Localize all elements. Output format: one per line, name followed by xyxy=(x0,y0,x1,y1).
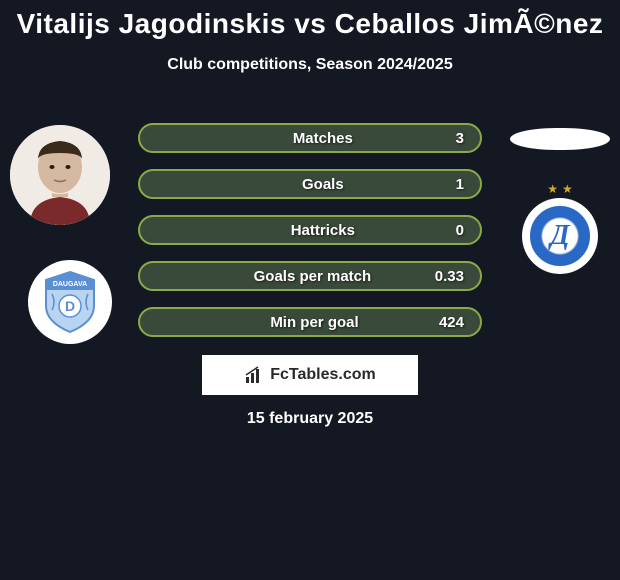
star-icon: ★ xyxy=(562,182,573,196)
stats-container: Matches 3 Goals 1 Hattricks 0 Goals per … xyxy=(138,123,482,353)
stat-label: Goals xyxy=(140,176,456,193)
star-icon: ★ xyxy=(547,182,558,196)
club-stars: ★ ★ xyxy=(547,182,573,196)
date-text: 15 february 2025 xyxy=(0,410,620,428)
left-club-badge: DAUGAVA D xyxy=(28,260,112,344)
right-player-placeholder xyxy=(510,128,610,150)
stat-row-goals-per-match: Goals per match 0.33 xyxy=(138,261,482,291)
chart-icon xyxy=(244,365,264,385)
stat-label: Hattricks xyxy=(140,222,456,239)
daugava-shield-icon: DAUGAVA D xyxy=(42,270,98,334)
stat-value: 0 xyxy=(456,222,464,239)
stat-label: Matches xyxy=(140,130,456,147)
stat-row-matches: Matches 3 xyxy=(138,123,482,153)
stat-value: 3 xyxy=(456,130,464,147)
stat-label: Min per goal xyxy=(140,314,439,331)
page-title: Vitalijs Jagodinskis vs Ceballos JimÃ©ne… xyxy=(0,0,620,40)
watermark-text: FcTables.com xyxy=(270,366,376,384)
player-head-icon xyxy=(10,125,110,225)
stat-value: 1 xyxy=(456,176,464,193)
svg-text:DAUGAVA: DAUGAVA xyxy=(53,281,87,288)
svg-text:D: D xyxy=(65,298,75,314)
stat-row-goals: Goals 1 xyxy=(138,169,482,199)
page-subtitle: Club competitions, Season 2024/2025 xyxy=(0,56,620,74)
stat-value: 424 xyxy=(439,314,464,331)
dynamo-badge-icon: Д xyxy=(522,198,598,274)
right-club-badge: ★ ★ Д xyxy=(510,178,610,278)
stat-row-hattricks: Hattricks 0 xyxy=(138,215,482,245)
stat-value: 0.33 xyxy=(435,268,464,285)
watermark: FcTables.com xyxy=(202,355,418,395)
stat-row-min-per-goal: Min per goal 424 xyxy=(138,307,482,337)
left-player-avatar xyxy=(10,125,110,225)
stat-label: Goals per match xyxy=(140,268,435,285)
